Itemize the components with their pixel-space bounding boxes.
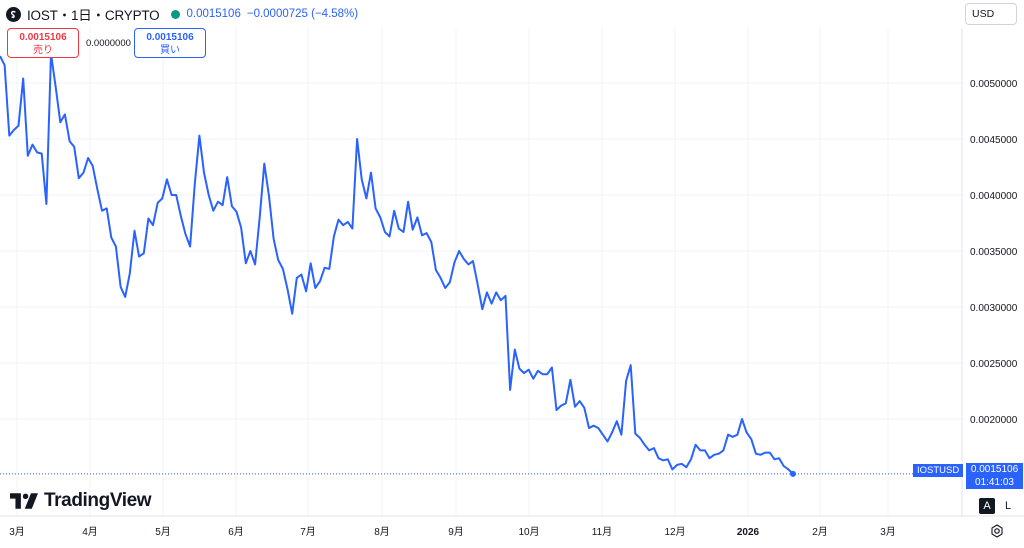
y-tick-label: 0.0045000 xyxy=(970,135,1018,146)
x-tick-label: 2月 xyxy=(812,526,828,538)
tradingview-logo-icon xyxy=(10,493,38,509)
bar-countdown: 01:41:03 xyxy=(975,476,1014,488)
x-tick-label: 7月 xyxy=(300,526,316,538)
auto-scale-button[interactable]: A xyxy=(979,498,995,514)
iost-logo-icon[interactable] xyxy=(6,6,21,22)
series-line xyxy=(0,52,794,475)
buy-price: 0.0015106 xyxy=(146,32,194,43)
x-tick-label: 8月 xyxy=(374,526,390,538)
last-price-point xyxy=(790,470,796,477)
y-tick-label: 0.0035000 xyxy=(970,247,1018,258)
tradingview-logo-text: TradingView xyxy=(44,490,152,511)
x-tick-label: 5月 xyxy=(155,526,171,538)
x-tick-label: 4月 xyxy=(82,526,98,538)
gear-icon[interactable] xyxy=(990,524,1004,538)
x-tick-label: 11月 xyxy=(592,526,612,538)
x-tick-label: 9月 xyxy=(448,526,464,538)
y-tick-label: 0.0040000 xyxy=(970,191,1018,202)
x-tick-label: 12月 xyxy=(664,526,685,538)
sell-price: 0.0015106 xyxy=(19,32,67,43)
grid xyxy=(0,28,962,516)
sell-button[interactable]: 0.0015106 売り xyxy=(7,28,79,58)
x-tick-label: 2026 xyxy=(737,527,760,538)
y-tick-label: 0.0025000 xyxy=(970,359,1018,370)
y-tick-label: 0.0020000 xyxy=(970,415,1018,426)
symbol-price-label: IOSTUSD xyxy=(913,464,964,477)
symbol-title[interactable]: IOST・1日・CRYPTO xyxy=(27,8,160,23)
symbol-header: IOST・1日・CRYPTO 0.0015106 −0.0000725 (−4.… xyxy=(6,5,358,23)
x-tick-label: 3月 xyxy=(9,526,25,538)
time-axis[interactable]: 3月 4月 5月 6月 7月 8月 9月 10月 11月 12月 2026 2月 3月 xyxy=(9,526,896,538)
price-axis[interactable]: 0.0050000 0.0045000 0.0040000 0.0035000 0.00… xyxy=(970,79,1018,426)
x-tick-label: 3月 xyxy=(880,526,896,538)
buy-button[interactable]: 0.0015106 買い xyxy=(134,28,206,58)
y-tick-label: 0.0050000 xyxy=(970,79,1018,90)
y-tick-label: 0.0030000 xyxy=(970,303,1018,314)
tradingview-logo[interactable]: TradingView xyxy=(10,490,152,512)
x-tick-label: 10月 xyxy=(518,526,539,538)
spread-value: 0.0000000 xyxy=(86,38,131,49)
log-scale-button[interactable]: L xyxy=(1000,498,1016,514)
currency-select[interactable]: USD xyxy=(965,3,1017,25)
last-price-tag: 0.0015106 01:41:03 xyxy=(966,463,1023,489)
x-tick-label: 6月 xyxy=(228,526,244,538)
current-price: 0.0015106 xyxy=(186,8,241,20)
price-change: −0.0000725 (−4.58%) xyxy=(246,8,359,20)
sell-label: 売り xyxy=(33,45,53,56)
last-price-value: 0.0015106 xyxy=(970,464,1019,475)
buy-label: 買い xyxy=(160,45,180,56)
market-status-dot[interactable] xyxy=(171,9,181,19)
